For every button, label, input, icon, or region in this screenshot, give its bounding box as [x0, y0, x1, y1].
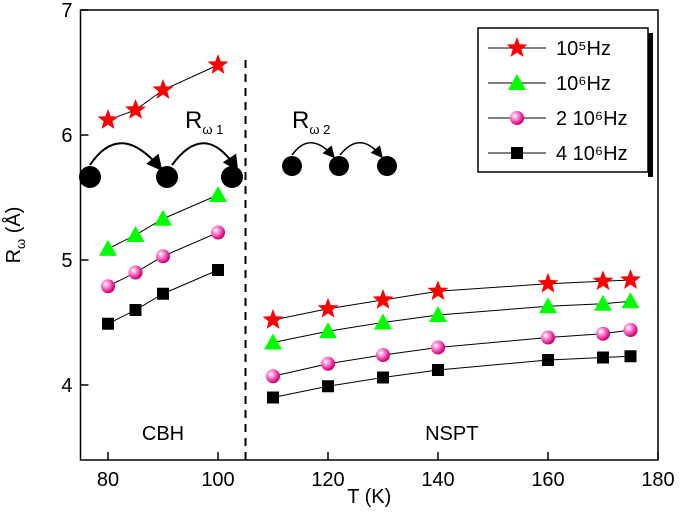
hopping-diagram: [79, 142, 397, 188]
y-label-main: R: [3, 249, 25, 263]
marker: [125, 99, 146, 119]
marker: [624, 350, 637, 363]
y-tick-label: 6: [61, 125, 72, 147]
region-label: NSPT: [425, 423, 478, 445]
x-tick-label: 80: [97, 469, 119, 491]
series-line: [107, 194, 631, 343]
x-tick-label: 100: [201, 469, 234, 491]
marker: [592, 270, 614, 291]
region-label: CBH: [142, 423, 184, 445]
plot-frame: [79, 9, 659, 461]
marker: [267, 391, 279, 404]
x-tick-label: 120: [311, 469, 344, 491]
y-tick-label: 4: [61, 375, 72, 397]
marker: [212, 264, 224, 276]
marker: [541, 330, 555, 345]
marker: [542, 354, 554, 366]
marker: [128, 265, 143, 280]
legend-marker: [508, 74, 526, 90]
hop-sub: ω 1: [202, 122, 223, 137]
hop-sub: ω 2: [309, 122, 330, 137]
legend-shadow: [648, 33, 653, 177]
hop-main: R: [292, 107, 309, 134]
marker: [264, 333, 282, 350]
marker: [157, 287, 169, 300]
y-tick-label: 7: [61, 0, 72, 22]
marker: [99, 239, 117, 256]
hop-main: R: [185, 107, 202, 134]
marker: [594, 294, 612, 311]
x-tick-label: 140: [421, 469, 454, 491]
marker: [152, 79, 174, 99]
x-axis-label: T (K): [347, 486, 391, 508]
marker: [126, 226, 145, 242]
marker: [620, 269, 641, 289]
y-axis-label: Rω (Å): [2, 207, 28, 264]
marker: [322, 380, 334, 393]
marker: [377, 371, 389, 384]
marker: [211, 225, 225, 240]
marker: [374, 313, 392, 330]
marker: [262, 309, 284, 329]
marker: [596, 326, 610, 341]
marker: [154, 209, 172, 226]
marker: [537, 272, 559, 293]
x-tick-label: 180: [641, 469, 674, 491]
marker: [209, 186, 227, 202]
y-label-rest: (Å): [2, 207, 25, 239]
marker: [319, 322, 337, 339]
legend-marker: [511, 147, 523, 159]
x-tick-label: 160: [531, 469, 564, 491]
marker: [317, 297, 339, 318]
legend-marker: [506, 37, 528, 57]
marker: [266, 369, 280, 384]
legend-label: 2 10⁶Hz: [556, 108, 628, 130]
marker: [372, 289, 394, 309]
marker: [427, 280, 449, 301]
legend-box: [477, 27, 649, 173]
marker: [321, 356, 335, 371]
marker: [429, 306, 447, 322]
legend-label: 4 10⁶Hz: [556, 143, 628, 165]
y-tick-label: 5: [61, 250, 72, 272]
y-label-sub: ω: [13, 239, 28, 249]
marker: [129, 304, 142, 316]
marker: [102, 317, 114, 330]
marker: [597, 351, 609, 364]
marker: [101, 279, 115, 294]
legend-label: 10⁶Hz: [556, 73, 611, 95]
marker: [431, 340, 445, 355]
hop-label: Rω 2: [292, 107, 330, 137]
legend-label: 10⁵Hz: [556, 38, 611, 60]
marker: [376, 348, 390, 362]
legend-marker: [510, 111, 524, 125]
marker: [432, 364, 444, 376]
marker: [156, 249, 170, 264]
marker: [207, 54, 229, 74]
hop-label: Rω 1: [185, 107, 223, 137]
marker: [621, 292, 640, 309]
marker: [539, 297, 557, 314]
marker: [623, 323, 638, 337]
marker: [97, 109, 119, 129]
